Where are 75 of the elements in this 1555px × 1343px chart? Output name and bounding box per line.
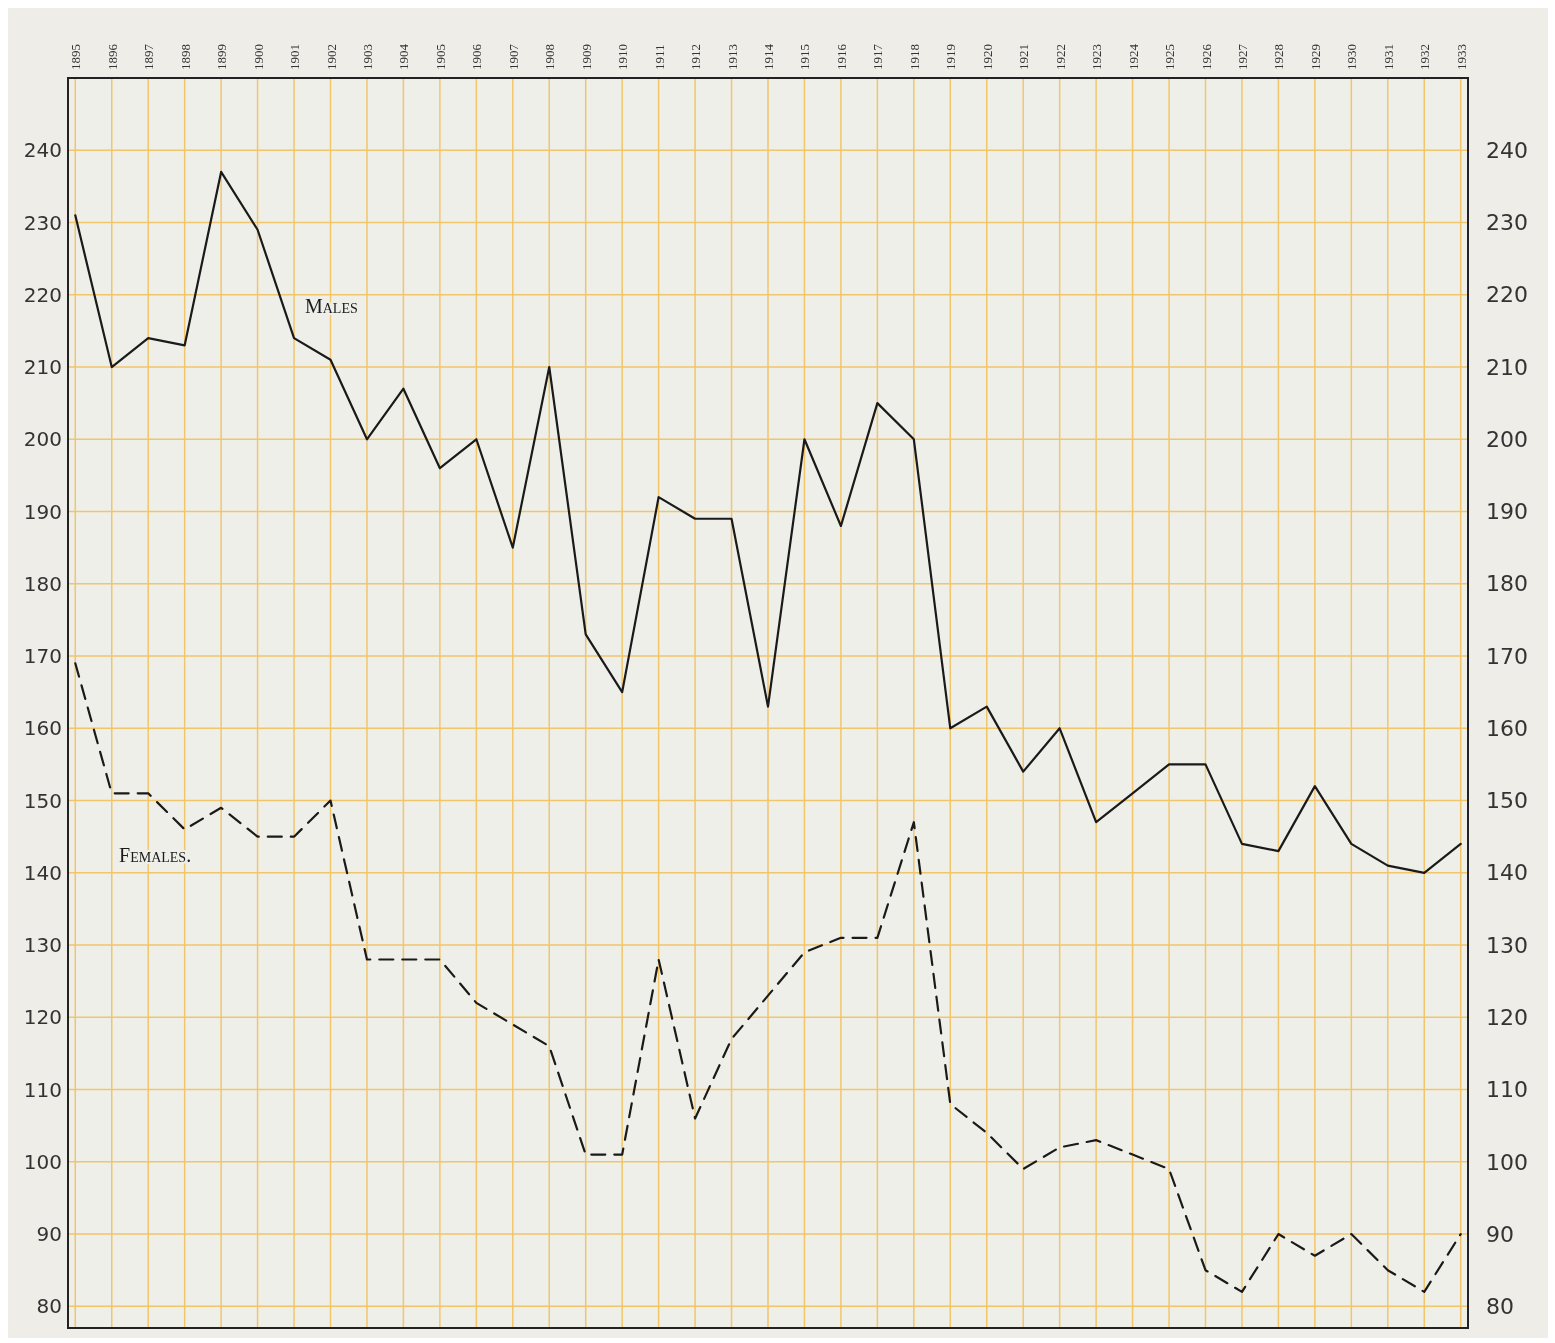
y2-tick-label: 160 <box>1486 715 1528 741</box>
x-tick-label: 1928 <box>1271 44 1287 70</box>
x-tick-label: 1896 <box>104 43 120 70</box>
x-tick-label: 1930 <box>1344 44 1360 70</box>
x-tick-label: 1903 <box>359 44 375 70</box>
x-tick-label: 1897 <box>141 43 157 70</box>
y-tick-label: 150 <box>23 788 62 813</box>
x-tick-label: 1916 <box>833 43 849 70</box>
x-tick-label: 1932 <box>1417 44 1433 70</box>
x-tick-label: 1899 <box>214 44 230 70</box>
y2-tick-label: 240 <box>1486 137 1528 163</box>
x-tick-label: 1902 <box>323 44 339 70</box>
x-tick-label: 1926 <box>1198 43 1214 70</box>
y-tick-label: 120 <box>23 1005 62 1030</box>
x-tick-label: 1917 <box>870 43 886 70</box>
y-tick-label: 100 <box>23 1149 62 1174</box>
y-tick-label: 200 <box>23 427 62 452</box>
y-tick-label: 160 <box>23 716 62 741</box>
y-tick-label: 230 <box>23 210 62 235</box>
y-tick-label: 210 <box>23 355 62 380</box>
x-tick-label: 1910 <box>615 44 631 70</box>
x-tick-label: 1918 <box>906 44 922 70</box>
y2-tick-label: 220 <box>1486 282 1528 308</box>
line-series <box>74 170 1462 874</box>
y2-tick-label: 140 <box>1486 860 1528 886</box>
x-tick-label: 1907 <box>505 43 521 70</box>
x-tick-label: 1933 <box>1453 44 1469 70</box>
x-tick-label: 1909 <box>578 44 594 70</box>
x-tick-label: 1901 <box>287 44 303 70</box>
x-tick-label: 1914 <box>761 43 776 70</box>
x-tick-label: 1924 <box>1125 43 1141 70</box>
x-tick-label: 1906 <box>469 43 485 70</box>
x-tick-label: 1921 <box>1016 44 1032 70</box>
x-tick-label: 1898 <box>177 44 193 70</box>
y2-tick-label: 200 <box>1486 426 1528 452</box>
y2-tick-label: 210 <box>1486 354 1528 380</box>
x-tick-label: 1919 <box>943 44 959 70</box>
y2-tick-label: 100 <box>1486 1149 1528 1175</box>
y2-tick-label: 190 <box>1486 499 1528 525</box>
x-tick-label: 1912 <box>688 44 704 70</box>
y-tick-label: 220 <box>23 282 62 307</box>
x-tick-label: 1905 <box>432 44 448 70</box>
x-tick-label: 1908 <box>542 44 558 70</box>
x-tick-label: 1920 <box>979 44 995 70</box>
x-tick-label: 1929 <box>1307 44 1323 70</box>
y2-tick-label: 150 <box>1486 788 1528 814</box>
line-series <box>74 662 1462 1293</box>
x-tick-label: 1900 <box>250 44 266 70</box>
x-tick-label: 1922 <box>1052 44 1068 70</box>
y2-tick-label: 170 <box>1486 643 1528 669</box>
x-tick-label: 1913 <box>724 44 740 70</box>
x-tick-label: 1895 <box>68 44 84 70</box>
y2-tick-label: 80 <box>1486 1294 1514 1320</box>
y2-tick-label: 230 <box>1486 210 1528 236</box>
x-tick-label: 1931 <box>1380 44 1396 70</box>
y2-tick-label: 130 <box>1486 932 1528 958</box>
x-tick-label: 1925 <box>1162 44 1178 70</box>
x-tick-label: 1911 <box>651 44 667 70</box>
x-tick-label: 1923 <box>1089 44 1105 70</box>
x-tick-label: 1915 <box>797 44 813 70</box>
y-tick-label: 130 <box>23 933 62 958</box>
y-tick-label: 180 <box>23 571 62 596</box>
y-tick-label: 80 <box>36 1294 62 1319</box>
y-tick-label: 140 <box>23 860 62 885</box>
y2-tick-label: 110 <box>1486 1077 1528 1103</box>
y-tick-label: 240 <box>23 138 62 163</box>
y2-tick-label: 180 <box>1486 571 1528 597</box>
y-tick-label: 170 <box>23 644 62 669</box>
y-tick-label: 110 <box>23 1077 62 1102</box>
y-tick-label: 90 <box>36 1222 62 1247</box>
y2-tick-label: 90 <box>1486 1221 1514 1247</box>
x-tick-label: 1904 <box>396 43 412 70</box>
y-tick-label: 190 <box>23 499 62 524</box>
y2-tick-label: 120 <box>1486 1005 1528 1031</box>
x-tick-label: 1927 <box>1234 43 1250 70</box>
